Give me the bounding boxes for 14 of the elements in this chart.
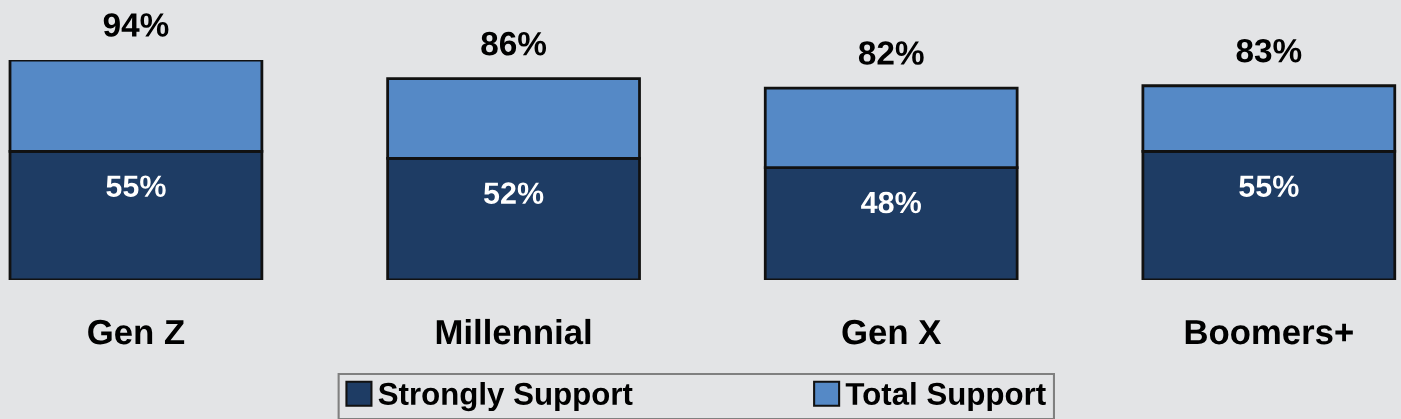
data-label: 55% — [1239, 175, 1299, 197]
total-label: 86% — [481, 31, 547, 56]
data-label: 52% — [483, 182, 544, 204]
data-label: 48% — [861, 191, 921, 214]
x-tick-label: Gen X — [842, 319, 942, 345]
legend-label: Total Support — [845, 381, 1046, 412]
x-tick-label: Gen Z — [88, 319, 185, 345]
total-label: 82% — [858, 41, 924, 65]
x-tick-label: Boomers+ — [1185, 320, 1353, 345]
total-label: 83% — [1236, 38, 1302, 63]
legend-label: Strongly Support — [378, 381, 633, 412]
data-label: 55% — [106, 175, 166, 197]
total-label: 94% — [103, 13, 169, 37]
x-tick-label: Millennial — [436, 318, 591, 345]
